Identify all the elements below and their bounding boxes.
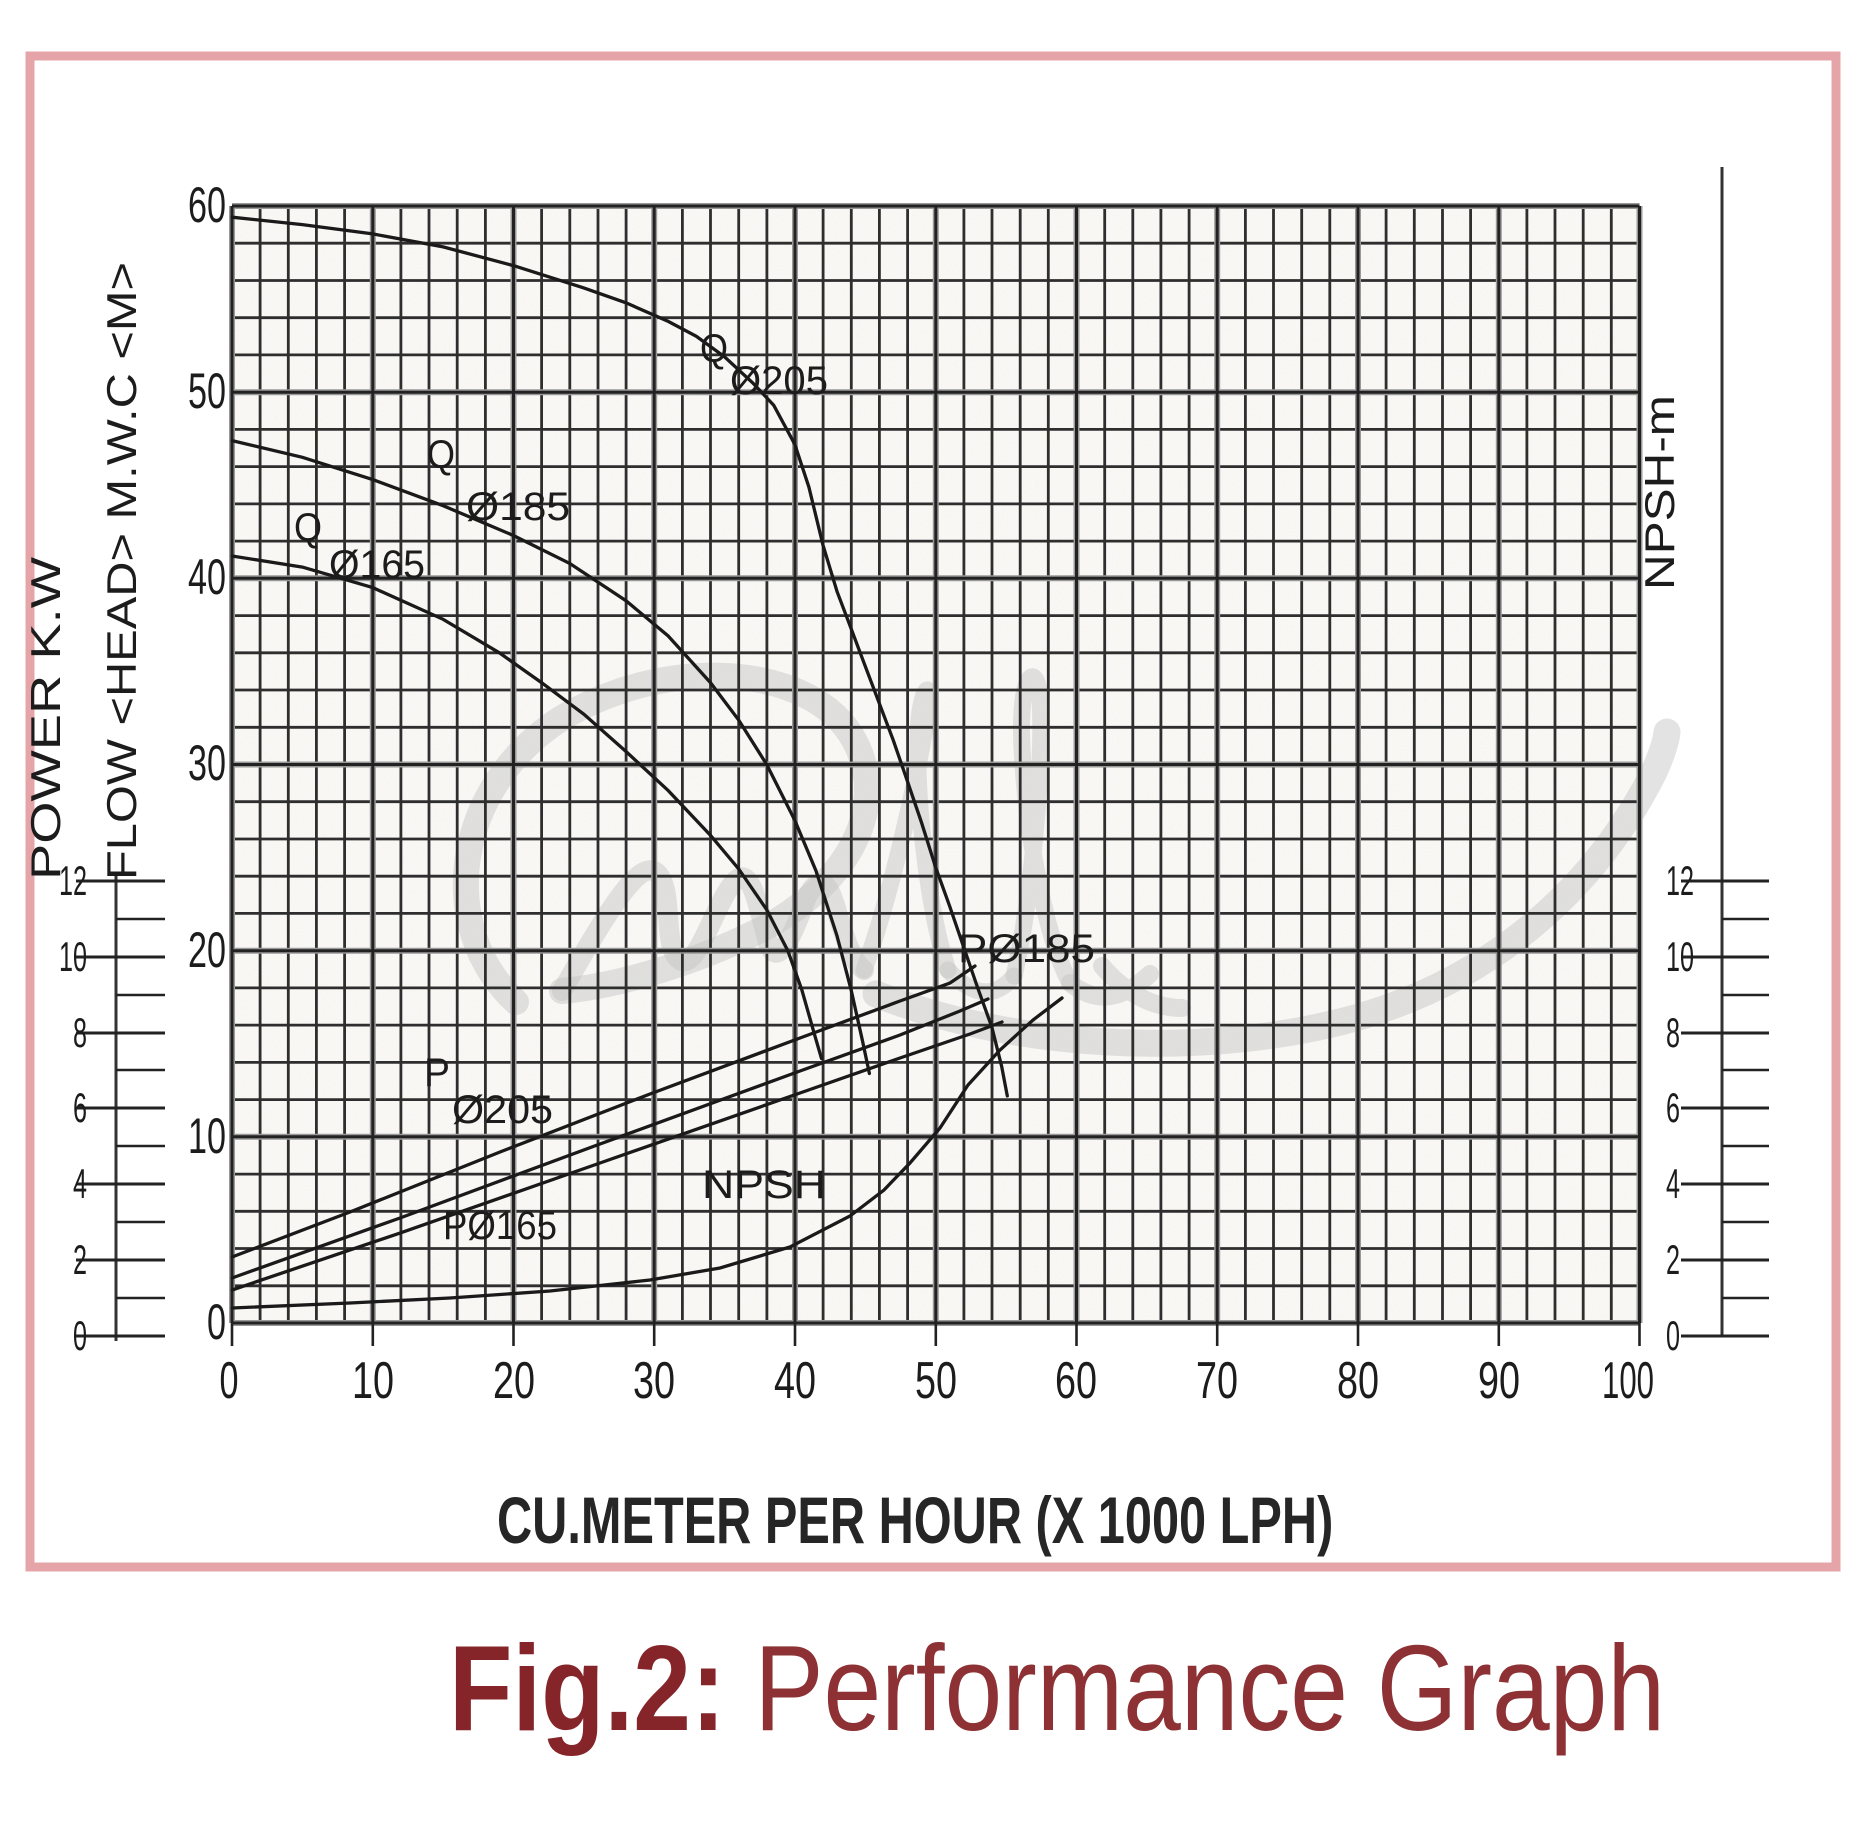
svg-text:50: 50: [915, 1352, 957, 1410]
svg-text:10: 10: [59, 933, 87, 980]
svg-text:60: 60: [188, 177, 226, 233]
svg-text:2: 2: [73, 1236, 87, 1283]
svg-text:PØ185: PØ185: [958, 927, 1095, 971]
svg-text:0: 0: [1666, 1312, 1680, 1359]
svg-text:Ø205: Ø205: [452, 1088, 553, 1132]
svg-text:4: 4: [1666, 1160, 1680, 1207]
svg-text:Ø165: Ø165: [329, 543, 425, 587]
svg-text:70: 70: [1196, 1352, 1238, 1410]
svg-text:Q: Q: [294, 506, 322, 550]
svg-text:10: 10: [1666, 933, 1694, 980]
svg-text:0: 0: [73, 1312, 87, 1359]
svg-text:4: 4: [73, 1160, 87, 1207]
svg-text:20: 20: [493, 1352, 535, 1410]
svg-text:60: 60: [1055, 1352, 1097, 1410]
svg-text:Q: Q: [427, 433, 455, 477]
svg-text:Q: Q: [700, 327, 728, 371]
svg-text:6: 6: [1666, 1084, 1680, 1131]
svg-text:8: 8: [1666, 1009, 1680, 1056]
svg-text:10: 10: [188, 1108, 226, 1164]
svg-text:Ø205: Ø205: [730, 359, 828, 403]
svg-text:20: 20: [188, 922, 226, 978]
svg-text:40: 40: [774, 1352, 816, 1410]
svg-text:40: 40: [188, 549, 226, 605]
svg-text:FLOW <HEAD> M.W.C <M>: FLOW <HEAD> M.W.C <M>: [98, 262, 145, 880]
svg-text:100: 100: [1602, 1352, 1654, 1410]
svg-text:90: 90: [1478, 1352, 1520, 1410]
svg-text:6: 6: [73, 1084, 87, 1131]
svg-text:30: 30: [633, 1352, 675, 1410]
svg-text:12: 12: [59, 857, 87, 904]
svg-text:NPSH-m: NPSH-m: [1636, 395, 1683, 590]
svg-text:PØ165: PØ165: [443, 1204, 557, 1248]
svg-text:30: 30: [188, 735, 226, 791]
svg-text:8: 8: [73, 1009, 87, 1056]
svg-text:50: 50: [188, 363, 226, 419]
svg-text:POWER K.W: POWER K.W: [22, 557, 69, 880]
svg-text:80: 80: [1337, 1352, 1379, 1410]
svg-text:P: P: [424, 1051, 450, 1095]
svg-text:10: 10: [352, 1352, 394, 1410]
svg-text:0: 0: [220, 1352, 239, 1410]
svg-text:NPSH: NPSH: [702, 1163, 826, 1207]
svg-text:Ø185: Ø185: [466, 485, 570, 529]
svg-text:12: 12: [1666, 857, 1694, 904]
svg-text:2: 2: [1666, 1236, 1680, 1283]
svg-text:0: 0: [207, 1294, 226, 1350]
